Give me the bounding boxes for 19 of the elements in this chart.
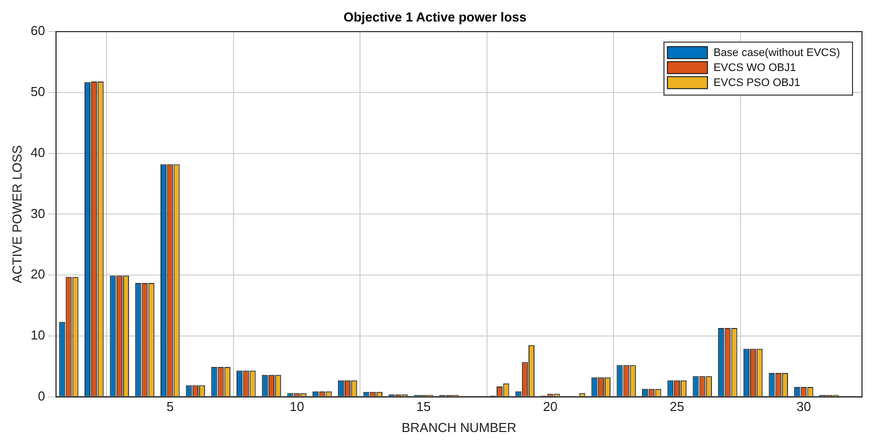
y-axis-title: ACTIVE POWER LOSS [9,144,24,284]
legend-label: EVCS PSO OBJ1 [713,77,800,90]
y-tick-label: 20 [30,266,46,282]
chart-title: Objective 1 Active power loss [343,9,527,24]
y-tick-label: 30 [30,206,46,221]
x-tick-label: 30 [796,399,811,414]
y-tick-label: 50 [30,84,46,100]
y-tick-label: 40 [30,144,46,160]
x-axis-title: BRANCH NUMBER [402,420,516,435]
y-tick-label: 60 [30,23,46,38]
x-tick-label: 10 [290,399,304,414]
x-tick-label: 15 [416,399,431,414]
legend-label: EVCS WO OBJ1 [713,62,796,74]
y-tick-label: 0 [38,388,46,404]
y-tick-label: 10 [30,328,46,343]
legend-label: Base case(without EVCS) [713,47,840,60]
x-tick-label: 20 [543,399,558,414]
x-tick-label: 5 [166,399,174,414]
x-tick-label: 25 [670,399,684,414]
